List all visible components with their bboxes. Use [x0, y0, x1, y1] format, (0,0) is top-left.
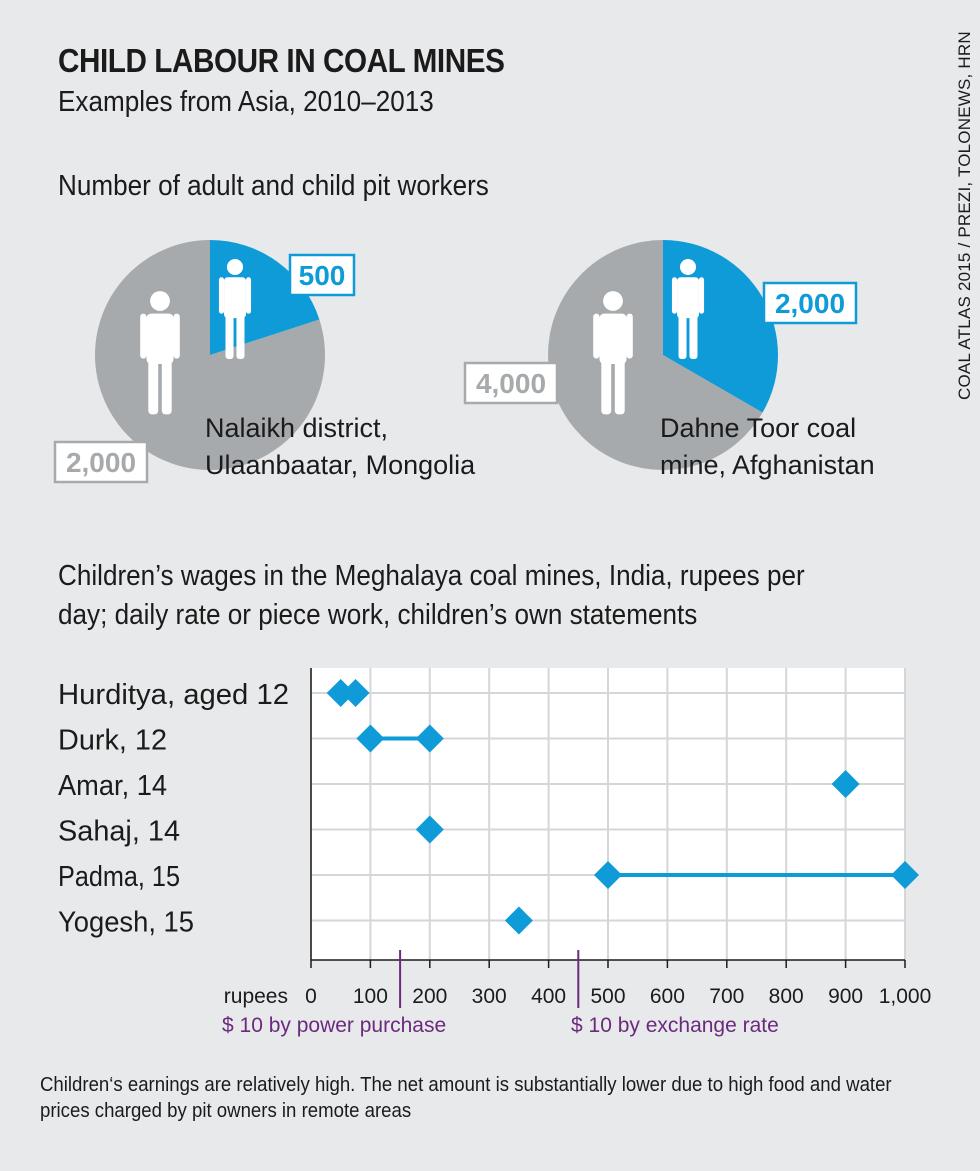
- svg-text:4,000: 4,000: [476, 368, 546, 399]
- wage-diamond-marker: [415, 815, 444, 844]
- pie-charts: 500 2,000 Nalaikh district, Ulaanbaatar, Mo…: [53, 240, 875, 484]
- row-category-label: Amar, 14: [58, 770, 167, 802]
- adults-count-label: 2,000: [53, 440, 149, 484]
- pie-chart-1: 500 2,000 Nalaikh district, Ulaanbaatar, Mo…: [53, 240, 476, 484]
- pie-location-line2: Ulaanbaatar, Mongolia: [205, 450, 476, 480]
- x-tick-label: 0: [305, 985, 317, 1008]
- wages-heading-line1: Children’s wages in the Meghalaya coal m…: [58, 560, 805, 592]
- chart-title: CHILD LABOUR IN COAL MINES: [58, 42, 505, 79]
- x-axis-unit-label: rupees: [224, 985, 288, 1008]
- wage-diamond-marker: [594, 861, 622, 889]
- plot-area: 0 100 200 300 400 500 600 700 800 900 1,000 rupees $…: [222, 668, 931, 1037]
- x-tick-label: 200: [412, 985, 447, 1008]
- child-figure-icon: [218, 258, 252, 359]
- row-category-label: Padma, 15: [58, 861, 180, 893]
- reference-line-label: $ 10 by power purchase: [222, 1014, 446, 1037]
- svg-text:500: 500: [299, 260, 346, 291]
- pie-chart-2: 2,000 4,000 Dahne Toor coal mine, Afghanist…: [463, 240, 875, 480]
- wages-heading-line2: day; daily rate or piece work, children’…: [58, 599, 698, 631]
- svg-text:2,000: 2,000: [66, 447, 136, 478]
- row-category-label: Hurditya, aged 12: [58, 679, 289, 711]
- x-tick-label: 800: [769, 985, 804, 1008]
- x-tick-label: 1,000: [879, 985, 932, 1008]
- adult-figure-icon: [593, 291, 633, 415]
- pie-location-line2: mine, Afghanistan: [660, 450, 875, 480]
- x-tick-label: 400: [531, 985, 566, 1008]
- wage-diamond-marker: [831, 770, 860, 798]
- pie-location-line1: Dahne Toor coal: [660, 413, 856, 443]
- row-category-label: Sahaj, 14: [58, 816, 180, 848]
- pie-slice-adults: [547, 240, 763, 470]
- x-tick-label: 300: [472, 985, 507, 1008]
- wage-diamond-marker: [326, 679, 355, 707]
- x-tick-label: 100: [353, 985, 388, 1008]
- adult-figure-icon: [140, 291, 180, 415]
- pies-heading: Number of adult and child pit workers: [58, 170, 489, 202]
- row-category-label: Durk, 12: [58, 725, 167, 757]
- chart-subtitle: Examples from Asia, 2010–2013: [58, 86, 434, 118]
- pie-location-line1: Nalaikh district,: [205, 413, 388, 443]
- wage-diamond-marker: [415, 724, 444, 753]
- footnote: Children‘s earnings are relatively high.…: [40, 1074, 892, 1122]
- reference-line-label: $ 10 by exchange rate: [571, 1014, 779, 1037]
- wages-chart: 0 100 200 300 400 500 600 700 800 900 1,000 rupees $…: [58, 668, 931, 1037]
- wage-diamond-marker: [341, 679, 370, 707]
- row-category-label: Yogesh, 15: [58, 907, 194, 939]
- x-tick-label: 900: [828, 985, 863, 1008]
- wage-diamond-marker: [891, 861, 919, 889]
- wage-diamond-marker: [504, 906, 533, 935]
- wage-diamond-marker: [356, 724, 385, 753]
- x-tick-label: 600: [650, 985, 685, 1008]
- children-count-label: 500: [288, 253, 356, 297]
- svg-text:2,000: 2,000: [775, 288, 845, 319]
- child-figure-icon: [671, 258, 705, 359]
- x-tick-label: 700: [709, 985, 744, 1008]
- children-count-label: 2,000: [762, 281, 858, 325]
- x-tick-label: 500: [590, 985, 625, 1008]
- adults-count-label: 4,000: [463, 361, 559, 405]
